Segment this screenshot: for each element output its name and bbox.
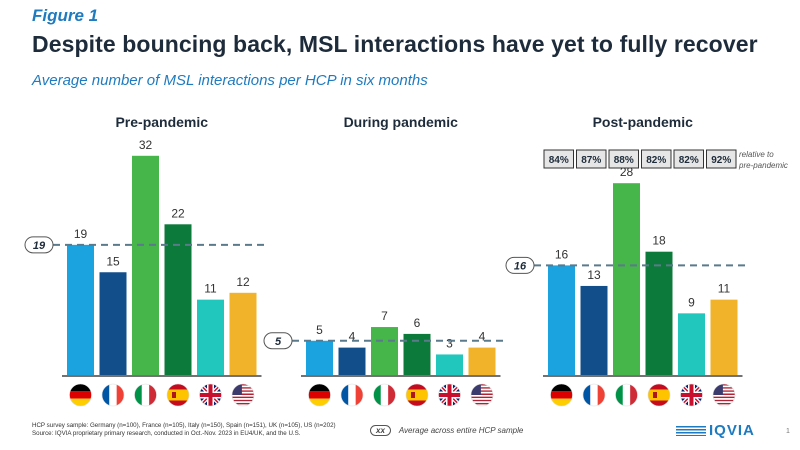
- bar: [613, 183, 640, 375]
- average-pill: [263, 332, 293, 350]
- relative-box: [706, 149, 737, 169]
- flag-germany-icon: [308, 383, 331, 407]
- footnote-source: Source: IQVIA proprietary primary resear…: [32, 430, 301, 437]
- group-title: Pre-pandemic: [115, 114, 208, 130]
- bar: [229, 292, 257, 375]
- relative-box: [608, 149, 639, 169]
- bar-value-label: 7: [381, 309, 388, 323]
- relative-percent-label: 82%: [679, 155, 699, 166]
- average-legend: xx Average across entire HCP sample: [370, 425, 523, 436]
- bar-value-label: 4: [349, 330, 356, 344]
- bar-value-label: 16: [555, 247, 569, 261]
- flag-france-icon: [582, 383, 606, 407]
- bar: [548, 265, 575, 375]
- flag-uk-icon: [199, 383, 222, 407]
- bar-value-label: 18: [652, 234, 666, 248]
- bar: [164, 224, 192, 375]
- flag-spain-icon: [647, 383, 671, 407]
- iqvia-logo: IQVIA: [676, 422, 755, 439]
- relative-note: relative to: [739, 150, 774, 159]
- bar: [371, 327, 398, 375]
- bar: [710, 299, 738, 375]
- bar-value-label: 3: [446, 336, 453, 350]
- bar-value-label: 6: [414, 316, 421, 330]
- relative-box: [576, 149, 607, 169]
- bar-value-label: 11: [718, 282, 731, 296]
- bar-value-label: 22: [171, 206, 185, 220]
- logo-lines-icon: [676, 426, 706, 437]
- bar-value-label: 19: [74, 227, 88, 241]
- bar: [645, 251, 673, 375]
- bar-value-label: 9: [688, 295, 695, 309]
- flag-spain-icon: [166, 383, 190, 407]
- bar-value-label: 12: [236, 275, 250, 289]
- bar: [197, 299, 224, 375]
- flag-us-icon: [470, 383, 494, 407]
- bar: [338, 347, 366, 375]
- bar-value-label: 4: [479, 330, 486, 344]
- relative-percent-label: 88%: [614, 155, 634, 166]
- flag-germany-icon: [69, 383, 92, 407]
- relative-percent-label: 82%: [646, 155, 666, 166]
- bar: [306, 340, 333, 375]
- flag-italy-icon: [615, 383, 638, 407]
- bar: [436, 354, 463, 375]
- group-title: During pandemic: [344, 114, 459, 130]
- bar-value-label: 15: [106, 254, 120, 268]
- footnote-sample: HCP survey sample: Germany (n=100), Fran…: [32, 422, 336, 429]
- bar-value-label: 32: [139, 138, 153, 152]
- flag-italy-icon: [134, 383, 157, 407]
- relative-box: [543, 149, 574, 169]
- group-title: Post-pandemic: [593, 114, 694, 130]
- bar: [99, 272, 127, 375]
- bar-value-label: 5: [316, 323, 323, 337]
- footnote: HCP survey sample: Germany (n=100), Fran…: [32, 422, 336, 438]
- bar-value-label: 28: [620, 165, 634, 179]
- flag-germany-icon: [550, 383, 573, 407]
- average-pill: [24, 236, 54, 254]
- average-value-label: 5: [275, 336, 282, 348]
- flag-spain-icon: [405, 383, 429, 407]
- relative-box: [673, 149, 704, 169]
- page-number: 1: [786, 428, 790, 435]
- flag-france-icon: [340, 383, 364, 407]
- bar: [678, 313, 705, 375]
- logo-text: IQVIA: [709, 422, 755, 439]
- relative-note: pre-pandemic: [738, 161, 788, 170]
- average-pill: [505, 256, 535, 274]
- relative-box: [641, 149, 672, 169]
- flag-uk-icon: [438, 383, 461, 407]
- page-subtitle: Average number of MSL interactions per H…: [32, 72, 428, 89]
- relative-percent-label: 84%: [549, 155, 569, 166]
- flag-us-icon: [712, 383, 736, 407]
- bar: [132, 155, 159, 375]
- bar: [580, 285, 608, 375]
- flag-italy-icon: [373, 383, 396, 407]
- bar-value-label: 11: [204, 282, 217, 296]
- average-legend-text: Average across entire HCP sample: [398, 426, 524, 435]
- figure-label: Figure 1: [32, 6, 99, 25]
- relative-percent-label: 87%: [581, 155, 601, 166]
- average-value-label: 16: [514, 260, 527, 272]
- relative-percent-label: 92%: [711, 155, 731, 166]
- flag-uk-icon: [680, 383, 703, 407]
- average-value-label: 19: [33, 240, 46, 252]
- bar: [468, 347, 496, 375]
- flag-france-icon: [101, 383, 125, 407]
- bar-value-label: 13: [587, 268, 601, 282]
- page-title: Despite bouncing back, MSL interactions …: [32, 31, 758, 57]
- flag-us-icon: [231, 383, 255, 407]
- average-legend-symbol: xx: [370, 425, 391, 436]
- bar: [67, 244, 94, 375]
